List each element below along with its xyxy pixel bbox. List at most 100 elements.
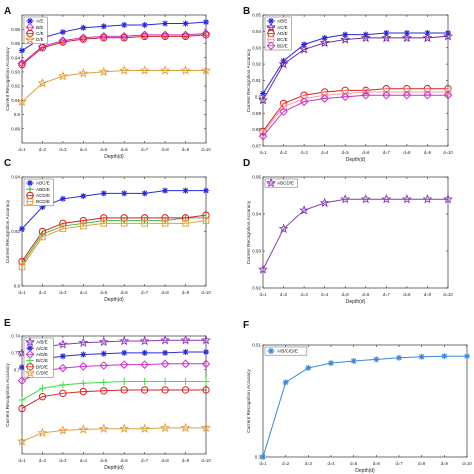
data-point bbox=[181, 32, 190, 41]
data-point bbox=[100, 190, 107, 197]
data-point bbox=[442, 31, 454, 41]
y-tick-label: 0.88 bbox=[252, 127, 261, 132]
legend-entry: A/C/E bbox=[36, 346, 48, 351]
legend-marker bbox=[266, 21, 276, 32]
legend-marker bbox=[27, 345, 33, 352]
series-b-c-e bbox=[18, 378, 210, 404]
data-point bbox=[382, 90, 391, 100]
data-point bbox=[200, 334, 212, 345]
x-tick-label: d=10 bbox=[201, 147, 211, 152]
x-tick-label: d=2 bbox=[280, 292, 288, 297]
data-point bbox=[79, 387, 88, 396]
data-point bbox=[396, 354, 402, 361]
data-point bbox=[258, 131, 268, 141]
data-point bbox=[39, 203, 46, 210]
data-point bbox=[401, 193, 412, 204]
legend-marker bbox=[266, 41, 276, 51]
data-point bbox=[202, 378, 210, 386]
legend: A/EB/EC/ED/E bbox=[23, 16, 48, 45]
data-point bbox=[161, 386, 169, 394]
data-point bbox=[59, 389, 67, 398]
series-d-e bbox=[16, 65, 212, 107]
legend-marker bbox=[26, 357, 34, 365]
data-point bbox=[260, 90, 266, 97]
data-point bbox=[203, 187, 209, 194]
data-point bbox=[37, 427, 48, 438]
x-tick-label: d=10 bbox=[443, 292, 453, 297]
data-point bbox=[320, 94, 329, 103]
data-point bbox=[78, 68, 89, 78]
x-tick-label: d=4 bbox=[80, 147, 88, 152]
data-point bbox=[139, 65, 150, 75]
y-tick-label: 0.9 bbox=[14, 112, 21, 117]
series-ac-e bbox=[258, 31, 454, 105]
x-axis-title: Depth(d) bbox=[355, 468, 375, 474]
x-tick-label: d=4 bbox=[80, 458, 88, 463]
y-tick-label: 0.94 bbox=[252, 212, 261, 217]
series-line bbox=[262, 94, 448, 137]
series-line bbox=[262, 88, 448, 132]
data-point bbox=[58, 363, 68, 373]
data-point bbox=[381, 193, 392, 204]
data-point bbox=[350, 358, 357, 364]
data-point bbox=[59, 29, 66, 36]
x-tick-label: d=2 bbox=[282, 461, 290, 466]
x-tick-label: d=4 bbox=[80, 290, 88, 295]
data-point bbox=[423, 90, 432, 100]
data-point bbox=[200, 422, 212, 433]
data-point bbox=[100, 34, 108, 42]
x-tick-label: d=3 bbox=[301, 292, 309, 297]
data-point bbox=[78, 424, 89, 434]
data-point bbox=[258, 94, 268, 105]
data-point bbox=[162, 187, 169, 194]
y-tick-label: 0.93 bbox=[252, 45, 261, 50]
data-point bbox=[260, 454, 266, 460]
data-point bbox=[161, 220, 169, 227]
y-tick-label: 0.93 bbox=[11, 69, 20, 74]
data-point bbox=[360, 32, 371, 43]
data-point bbox=[18, 404, 26, 413]
data-point bbox=[99, 361, 109, 370]
data-point bbox=[360, 193, 371, 204]
legend-entry: C/E bbox=[36, 31, 44, 36]
legend-entry: ACD/E bbox=[36, 193, 50, 198]
x-axis-title: Depth(d) bbox=[346, 157, 366, 163]
data-point bbox=[299, 44, 310, 54]
y-tick-label: 0.91 bbox=[11, 98, 20, 103]
x-tick-label: d=3 bbox=[305, 461, 313, 466]
data-point bbox=[160, 359, 170, 369]
panel-label: B bbox=[243, 6, 250, 17]
x-tick-label: d=3 bbox=[59, 147, 67, 152]
data-point bbox=[373, 356, 380, 363]
legend-entry: BCD/E bbox=[36, 199, 50, 204]
x-tick-label: d=4 bbox=[327, 461, 335, 466]
data-point bbox=[141, 220, 148, 227]
legend-box bbox=[264, 346, 308, 356]
data-point bbox=[202, 217, 210, 224]
data-point bbox=[121, 349, 128, 356]
x-axis-title: Depth(d) bbox=[104, 297, 124, 303]
x-tick-label: d=2 bbox=[39, 458, 47, 463]
data-point bbox=[59, 381, 67, 389]
x-tick-label: d=2 bbox=[280, 150, 288, 155]
data-point bbox=[79, 379, 87, 387]
data-point bbox=[59, 353, 66, 360]
data-point bbox=[100, 378, 108, 386]
series-line bbox=[262, 32, 448, 94]
series-line bbox=[262, 35, 449, 101]
x-tick-label: d=9 bbox=[182, 458, 190, 463]
data-point bbox=[119, 423, 130, 433]
series-line bbox=[21, 34, 207, 66]
x-tick-label: d=5 bbox=[100, 147, 108, 152]
data-point bbox=[38, 44, 47, 52]
data-point bbox=[98, 423, 109, 433]
legend-marker bbox=[266, 177, 276, 188]
data-point bbox=[80, 351, 87, 358]
series-line bbox=[21, 21, 207, 51]
panel-d: Dd=1 d=2 d=3 d=4 d=5 d=6 d=7 d=8 d=9 d=10 0.95 0.94… bbox=[243, 158, 453, 305]
series-line bbox=[262, 355, 467, 458]
data-point bbox=[59, 225, 67, 233]
panel-label: D bbox=[243, 158, 250, 169]
panel-c: Cd=1 d=2 d=3 d=4 d=5 d=6 d=7 d=8 d=9 d=10 0.94 0.92… bbox=[4, 158, 211, 303]
